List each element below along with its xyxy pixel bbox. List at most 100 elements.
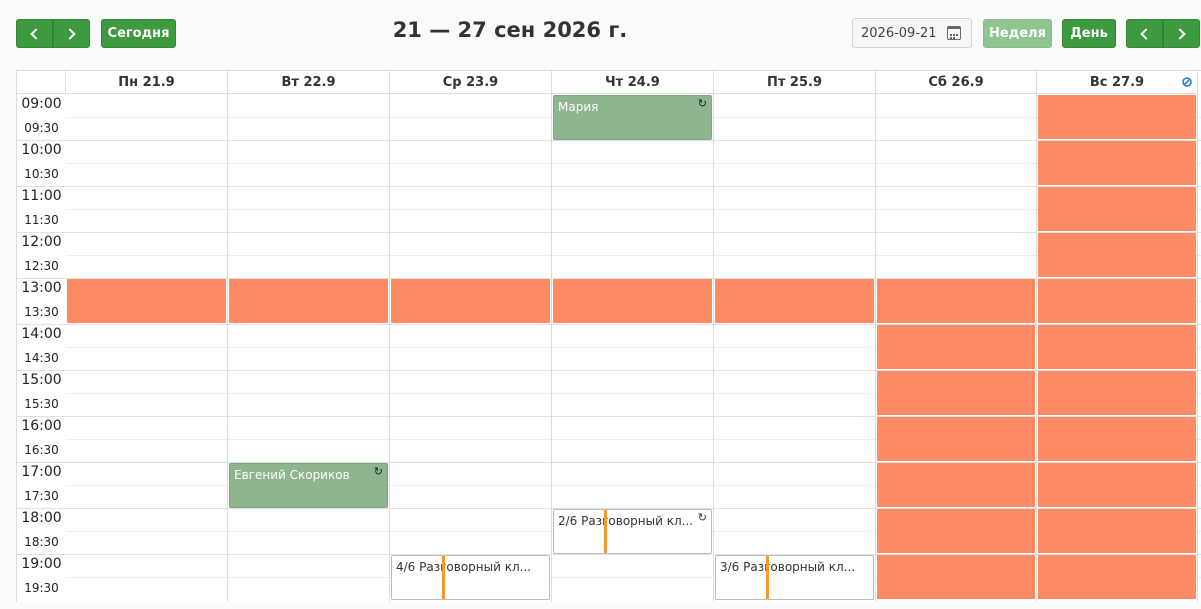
blocked-slot[interactable] <box>1038 233 1196 277</box>
column-line <box>551 94 552 602</box>
week-grid: Пн 21.9 Вт 22.9 Ср 23.9 Чт 24.9 Пт 25.9 Сб 26… <box>16 70 1201 602</box>
blocked-slot[interactable] <box>877 509 1035 553</box>
blocked-slot[interactable] <box>715 279 874 323</box>
calendar-icon[interactable] <box>947 26 961 40</box>
slot-line <box>66 485 1201 486</box>
blocked-slot[interactable] <box>1038 371 1196 415</box>
chevron-right-icon <box>64 27 76 40</box>
blocked-slot[interactable] <box>1038 463 1196 507</box>
blocked-slot[interactable] <box>1038 187 1196 231</box>
blocked-slot[interactable] <box>229 279 388 323</box>
blocked-slot[interactable] <box>1038 141 1196 185</box>
calendar-event[interactable]: Мария ↻ <box>553 95 712 140</box>
day-nav-group <box>1126 19 1200 48</box>
slot-line <box>66 416 1201 417</box>
today-button[interactable]: Сегодня <box>101 19 176 48</box>
prev-day-button[interactable] <box>1126 19 1163 48</box>
slot-line <box>66 140 1201 141</box>
blocked-slot[interactable] <box>877 463 1035 507</box>
calendar-event[interactable]: 2/6 Разговорный кл... ↻ <box>553 509 712 554</box>
calendar-event[interactable]: 3/6 Разговорный кл... <box>715 555 874 600</box>
slot-line <box>66 163 1201 164</box>
slot-line <box>66 255 1201 256</box>
axis-line <box>17 370 66 371</box>
day-view-button[interactable]: День <box>1062 19 1116 48</box>
time-label: 13:00 <box>21 280 62 296</box>
slot-line <box>66 209 1201 210</box>
event-title: 4/6 Разговорный кл... <box>396 560 532 574</box>
date-picker[interactable]: 2026-09-21 <box>852 18 972 48</box>
time-label: 09:30 <box>24 121 59 135</box>
time-label: 13:30 <box>24 305 59 319</box>
blocked-slot[interactable] <box>877 555 1035 599</box>
day-header[interactable]: Чт 24.9 <box>552 71 714 94</box>
column-line <box>1036 94 1037 602</box>
axis-line <box>17 140 66 141</box>
event-title: 3/6 Разговорный кл... <box>720 560 856 574</box>
time-label: 10:30 <box>24 167 59 181</box>
next-week-button[interactable] <box>53 19 90 48</box>
chevron-left-icon <box>1140 27 1152 40</box>
axis-line <box>17 324 66 325</box>
recurring-icon: ↻ <box>697 511 707 524</box>
event-title: Мария <box>558 100 599 114</box>
time-label: 14:00 <box>21 326 62 342</box>
time-label: 19:30 <box>24 581 59 595</box>
blocked-slot[interactable] <box>877 279 1035 323</box>
axis-line <box>17 462 66 463</box>
blocked-slot[interactable] <box>877 417 1035 461</box>
time-label: 09:00 <box>21 96 62 112</box>
time-label: 12:30 <box>24 259 59 273</box>
time-label: 19:00 <box>21 556 62 572</box>
blocked-slot[interactable] <box>1038 509 1196 553</box>
week-nav-group <box>16 19 90 48</box>
event-marker <box>604 510 607 553</box>
day-header[interactable]: Вс 27.9 <box>1037 71 1198 94</box>
slot-line <box>66 186 1201 187</box>
week-view-button[interactable]: Неделя <box>983 19 1052 48</box>
blocked-slot[interactable] <box>1038 555 1196 599</box>
calendar-event[interactable]: 4/6 Разговорный кл... <box>391 555 550 600</box>
day-header[interactable]: Пн 21.9 <box>66 71 228 94</box>
slot-line <box>66 439 1201 440</box>
blocked-slot[interactable] <box>1038 417 1196 461</box>
chevron-right-icon <box>1174 27 1186 40</box>
slot-line <box>66 324 1201 325</box>
time-label: 17:30 <box>24 489 59 503</box>
column-line <box>875 94 876 602</box>
prev-week-button[interactable] <box>16 19 53 48</box>
day-header[interactable]: Сб 26.9 <box>876 71 1037 94</box>
time-label: 16:30 <box>24 443 59 457</box>
day-header[interactable]: Пт 25.9 <box>714 71 876 94</box>
slot-line <box>66 370 1201 371</box>
day-header[interactable]: Ср 23.9 <box>390 71 552 94</box>
event-title: 2/6 Разговорный кл... <box>558 514 694 528</box>
axis-line <box>17 554 66 555</box>
time-label: 17:00 <box>21 464 62 480</box>
chevron-left-icon <box>30 27 42 40</box>
axis-line <box>17 508 66 509</box>
blocked-slot[interactable] <box>553 279 712 323</box>
slot-line <box>66 462 1201 463</box>
axis-line <box>17 186 66 187</box>
sync-icon[interactable] <box>1181 76 1193 88</box>
time-label: 15:30 <box>24 397 59 411</box>
day-header[interactable]: Вт 22.9 <box>228 71 390 94</box>
time-label: 15:00 <box>21 372 62 388</box>
next-day-button[interactable] <box>1163 19 1200 48</box>
blocked-slot[interactable] <box>391 279 550 323</box>
blocked-slot[interactable] <box>67 279 226 323</box>
column-line <box>1197 94 1198 602</box>
date-field-value[interactable]: 2026-09-21 <box>861 25 937 41</box>
time-label: 18:30 <box>24 535 59 549</box>
blocked-slot[interactable] <box>1038 279 1196 323</box>
blocked-slot[interactable] <box>1038 325 1196 369</box>
recurring-icon: ↻ <box>697 97 707 110</box>
blocked-slot[interactable] <box>877 371 1035 415</box>
slot-line <box>66 232 1201 233</box>
time-label: 16:00 <box>21 418 62 434</box>
calendar-event[interactable]: Евгений Скориков ↻ <box>229 463 388 508</box>
blocked-slot[interactable] <box>877 325 1035 369</box>
blocked-slot[interactable] <box>1038 95 1196 139</box>
slot-line <box>66 347 1201 348</box>
